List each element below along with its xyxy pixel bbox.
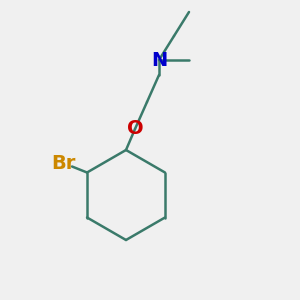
Text: O: O <box>127 119 143 139</box>
Text: Br: Br <box>51 154 75 173</box>
Text: N: N <box>151 50 167 70</box>
